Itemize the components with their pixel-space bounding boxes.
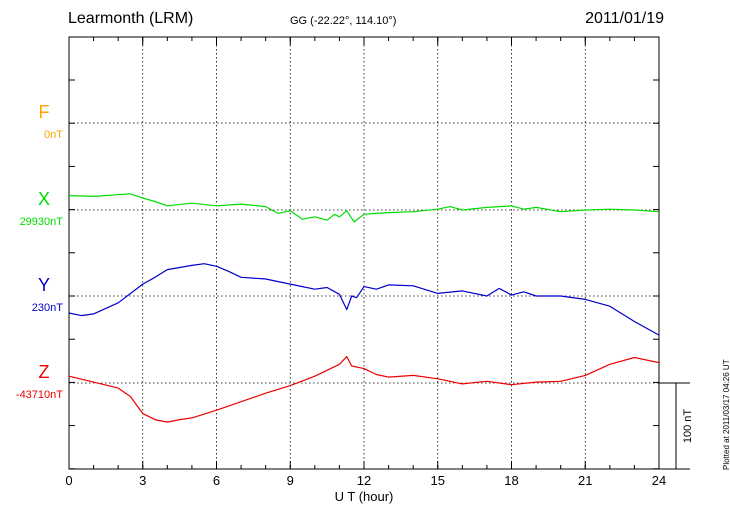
series-line-z — [68, 356, 660, 423]
series-line-x — [68, 193, 660, 223]
scale-bar-label: 100 nT — [682, 409, 694, 444]
series-label-z: Z — [39, 362, 50, 382]
x-tick-label: 15 — [431, 473, 445, 488]
series-baseline-y: 230nT — [32, 302, 63, 314]
x-tick-label: 3 — [139, 473, 146, 488]
series-line-y — [68, 263, 660, 336]
series-baseline-z: -43710nT — [16, 389, 63, 401]
chart-date: 2011/01/19 — [585, 10, 664, 27]
series-baseline-f: 0nT — [44, 129, 63, 141]
x-tick-label: 21 — [578, 473, 592, 488]
series-label-f: F — [39, 102, 50, 122]
x-tick-label: 9 — [287, 473, 294, 488]
x-tick-label: 24 — [652, 473, 666, 488]
plotted-timestamp: Plotted at 2011/03/17 04:26 UT — [722, 359, 730, 470]
x-tick-label: 18 — [504, 473, 518, 488]
series-label-x: X — [38, 189, 50, 209]
x-tick-label: 0 — [65, 473, 72, 488]
series-label-y: Y — [38, 275, 50, 295]
x-tick-label: 6 — [213, 473, 220, 488]
station-title: Learmonth (LRM) — [68, 10, 194, 27]
x-axis-label: U T (hour) — [335, 489, 394, 504]
series-baseline-x: 29930nT — [20, 216, 64, 228]
x-tick-label: 12 — [357, 473, 371, 488]
station-coords: GG (-22.22°, 114.10°) — [290, 15, 397, 27]
